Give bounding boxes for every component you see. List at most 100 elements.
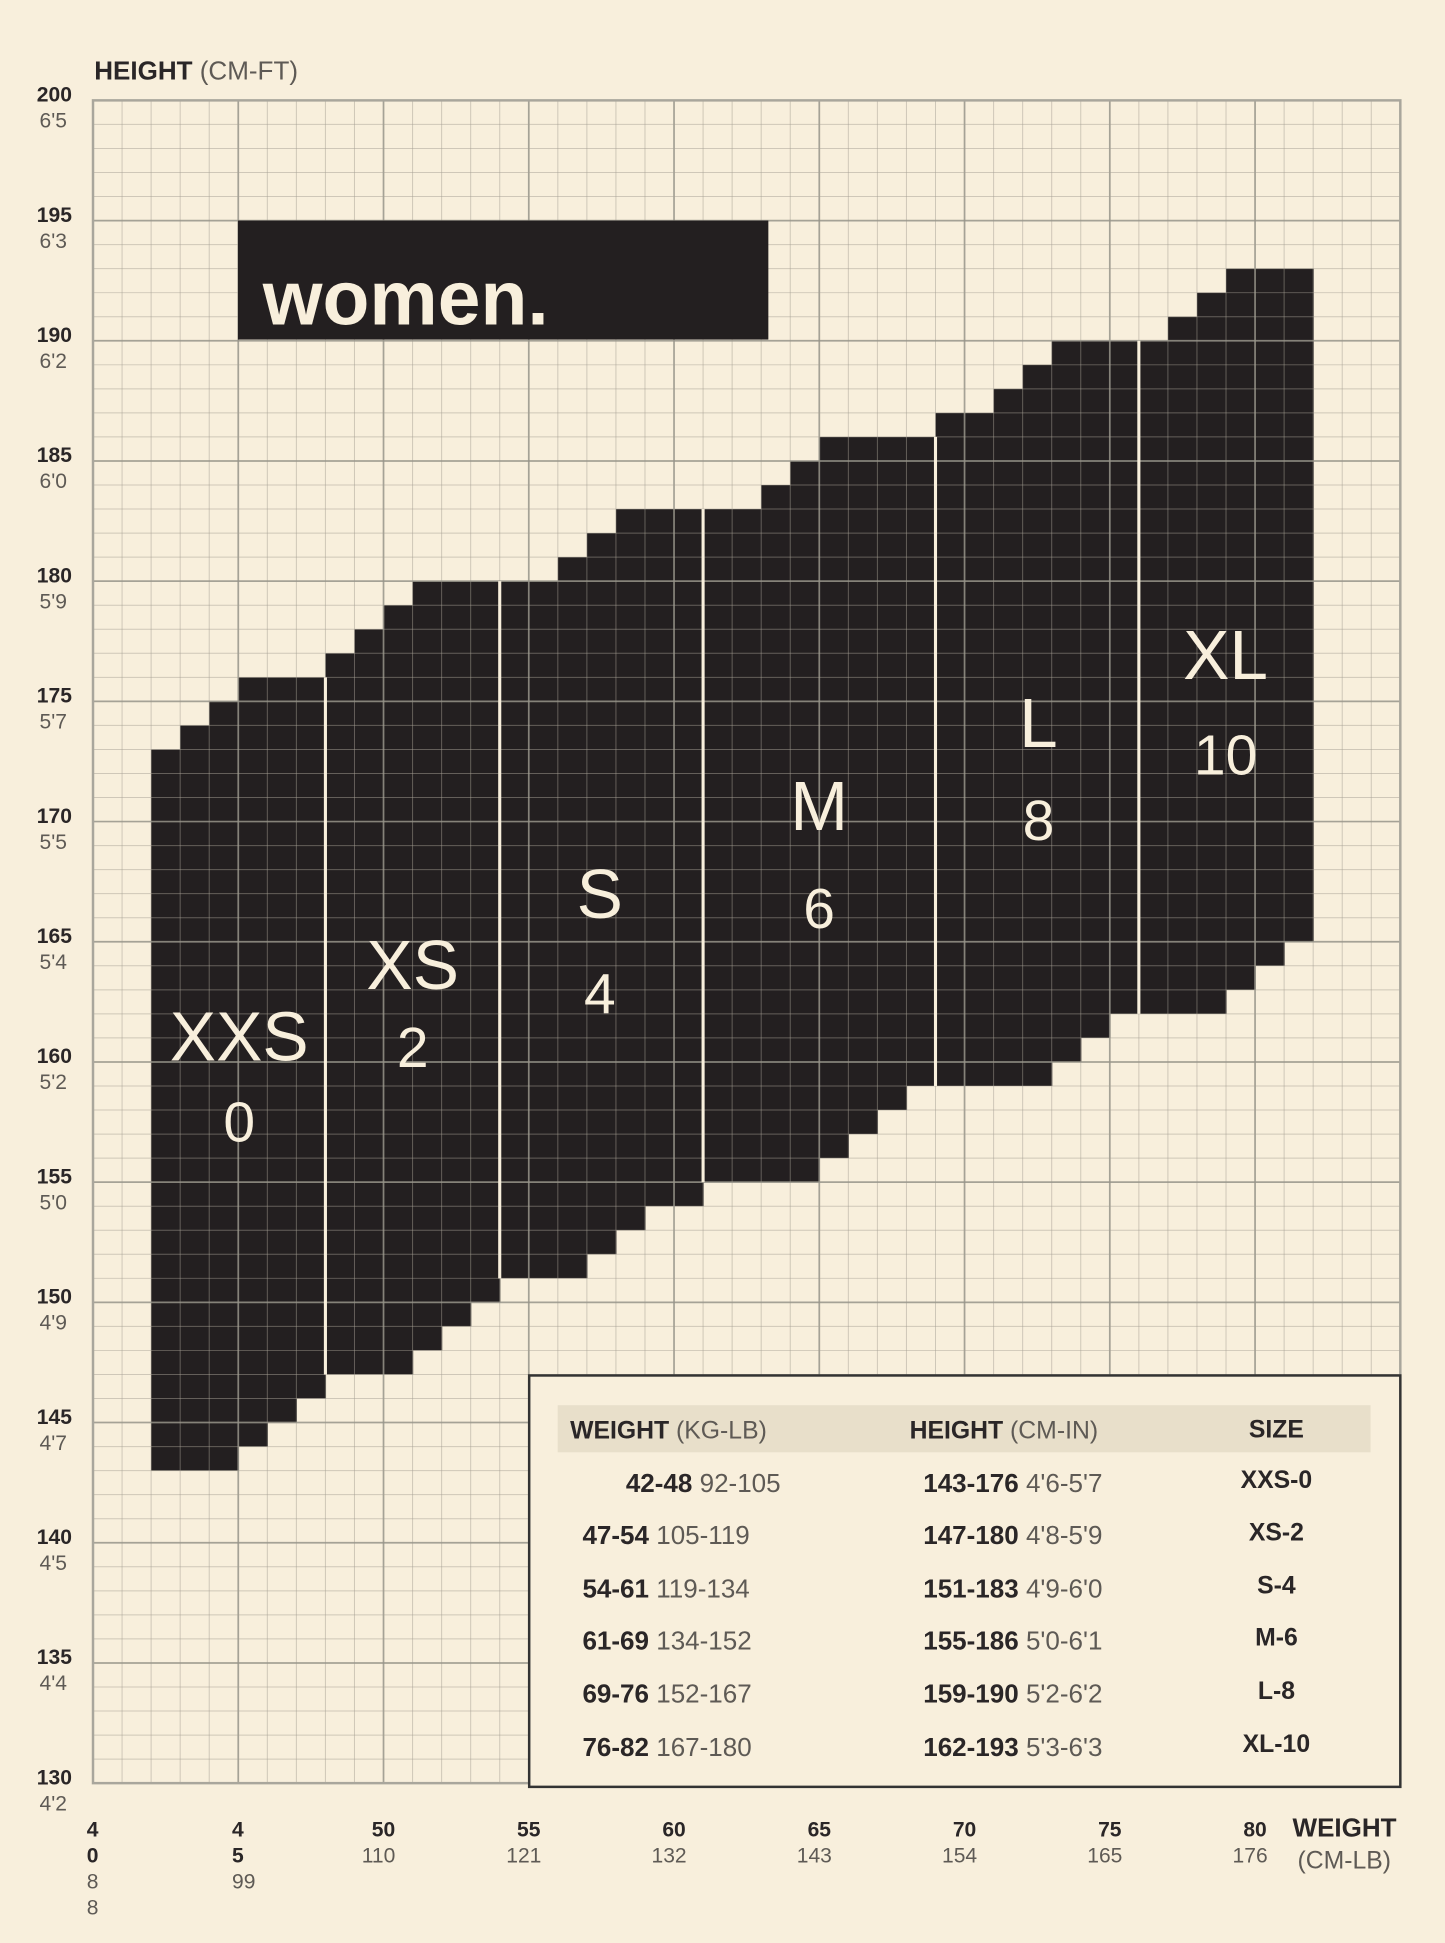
title-block: women.	[237, 220, 769, 342]
cell-size: M-6	[1255, 1625, 1298, 1652]
x-tick-kg: 65	[808, 1818, 832, 1841]
region-column	[180, 725, 210, 1471]
y-tick-ft: 6'3	[40, 230, 67, 253]
region-column	[674, 509, 704, 1207]
y-tick-ft: 5'5	[40, 831, 67, 854]
y-tick-cm: 195	[37, 204, 72, 227]
y-tick-cm: 155	[37, 1165, 72, 1188]
cell-weight: 69-76 152-167	[582, 1679, 751, 1709]
size-label-number: 8	[1023, 789, 1055, 853]
table-header-band	[557, 1405, 1371, 1453]
size-label-letter: S	[577, 855, 623, 933]
size-dividers	[323, 340, 1141, 1375]
x-tick-lb: 110	[362, 1844, 396, 1867]
header-height: HEIGHT (CM-IN)	[910, 1418, 1098, 1445]
size-label-number: 10	[1194, 723, 1257, 787]
size-label-letter: M	[790, 767, 848, 845]
region-column	[848, 436, 879, 1135]
size-label-number: 0	[223, 1090, 255, 1154]
x-axis-ticks: 4 0 8 8 4 5 99 50 110 55 121 60 132 65 143 70 154 75 165 80…	[87, 1818, 1268, 1919]
y-tick-cm: 175	[37, 685, 72, 708]
y-tick-cm: 180	[37, 564, 72, 587]
region-column	[354, 629, 385, 1375]
x-tick-lb: 132	[652, 1844, 687, 1867]
cell-weight: 54-61 119-134	[582, 1573, 749, 1603]
title-background	[237, 220, 769, 340]
x-tick-kg: 4	[87, 1818, 99, 1841]
cell-height: 151-183 4'9-6'0	[923, 1573, 1102, 1603]
y-tick-ft: 5'2	[40, 1071, 67, 1094]
y-tick-cm: 165	[37, 925, 72, 948]
y-tick-cm: 145	[37, 1406, 72, 1429]
cell-weight: 61-69 134-152	[582, 1625, 751, 1655]
y-tick-cm: 150	[37, 1286, 72, 1309]
y-tick-cm: 200	[37, 84, 72, 107]
region-column	[1167, 316, 1198, 1014]
y-tick-cm: 140	[37, 1526, 72, 1549]
size-label-letter: L	[1019, 684, 1058, 762]
y-tick-ft: 5'0	[40, 1191, 67, 1214]
x-tick-lb: 121	[506, 1844, 541, 1867]
x-tick-kg: 5	[232, 1844, 244, 1867]
region-column	[761, 485, 791, 1183]
table-row: 42-48 92-105 143-176 4'6-5'7 XXS-0	[626, 1467, 1312, 1498]
y-tick-ft: 5'9	[40, 590, 67, 613]
x-axis-title: WEIGHT	[1293, 1812, 1397, 1842]
table-row: 47-54 105-119 147-180 4'8-5'9 XS-2	[582, 1519, 1303, 1550]
title: women.	[262, 256, 549, 342]
size-label-number: 2	[397, 1016, 429, 1080]
x-tick-kg: 55	[517, 1818, 541, 1841]
y-tick-ft: 4'4	[40, 1672, 68, 1695]
x-tick-kg: 50	[372, 1818, 395, 1841]
region-column	[528, 581, 559, 1279]
cell-weight: 76-82 167-180	[582, 1732, 751, 1762]
region-column	[993, 388, 1024, 1086]
y-tick-cm: 185	[37, 444, 72, 467]
x-tick-kg: 70	[953, 1818, 976, 1841]
x-tick-lb: 154	[942, 1844, 977, 1867]
table-row: 69-76 152-167 159-190 5'2-6'2 L-8	[582, 1678, 1295, 1709]
y-tick-ft: 6'0	[40, 470, 67, 493]
x-tick-lb: 8	[87, 1870, 99, 1893]
cell-size: L-8	[1258, 1678, 1295, 1705]
y-tick-ft: 4'5	[40, 1552, 67, 1575]
size-table: WEIGHT (KG-LB) HEIGHT (CM-IN) SIZE 42-48…	[527, 1374, 1402, 1789]
y-tick-cm: 160	[37, 1045, 72, 1068]
size-label-letter: XXS	[170, 998, 309, 1076]
cell-weight: 42-48 92-105	[626, 1468, 781, 1498]
cell-weight: 47-54 105-119	[582, 1520, 749, 1550]
size-labels: XXS 0 XS 2 S 4 M 6 L 8 XL 10	[170, 616, 1268, 1154]
table-row: 54-61 119-134 151-183 4'9-6'0 S-4	[582, 1573, 1295, 1604]
x-tick-lb: 99	[232, 1870, 255, 1893]
region-column	[267, 677, 297, 1423]
x-tick-lb: 8	[87, 1896, 99, 1919]
region-column	[1255, 268, 1285, 966]
cell-height: 143-176 4'6-5'7	[923, 1468, 1102, 1498]
size-label-letter: XS	[366, 926, 459, 1004]
y-tick-ft: 5'7	[40, 711, 67, 734]
y-axis-title: HEIGHT (CM-FT)	[94, 55, 298, 85]
x-tick-kg: 80	[1243, 1818, 1266, 1841]
x-tick-lb: 176	[1233, 1844, 1268, 1867]
y-tick-ft: 4'2	[40, 1792, 67, 1815]
cell-size: XL-10	[1243, 1731, 1310, 1758]
x-tick-kg: 60	[662, 1818, 685, 1841]
table-row: 76-82 167-180 162-193 5'3-6'3 XL-10	[582, 1731, 1310, 1762]
y-axis-ticks: 200 6'5 195 6'3 190 6'2 185 6'0 180 5'9 175 5'7 170 5…	[37, 84, 72, 1816]
y-tick-cm: 135	[37, 1646, 72, 1669]
y-tick-cm: 170	[37, 805, 72, 828]
x-tick-lb: 165	[1087, 1844, 1122, 1867]
cell-height: 147-180 4'8-5'9	[923, 1520, 1102, 1550]
y-tick-cm: 190	[37, 324, 72, 347]
cell-size: S-4	[1257, 1573, 1296, 1600]
cell-height: 162-193 5'3-6'3	[923, 1732, 1102, 1762]
header-size: SIZE	[1249, 1416, 1304, 1443]
x-tick-kg: 75	[1098, 1818, 1122, 1841]
x-tick-lb: 143	[797, 1844, 832, 1867]
size-label-letter: XL	[1183, 616, 1268, 694]
region-column	[441, 581, 472, 1327]
size-label-number: 4	[584, 963, 616, 1027]
x-axis-unit: (CM-LB)	[1297, 1848, 1391, 1875]
x-tick-kg: 4	[232, 1818, 244, 1841]
